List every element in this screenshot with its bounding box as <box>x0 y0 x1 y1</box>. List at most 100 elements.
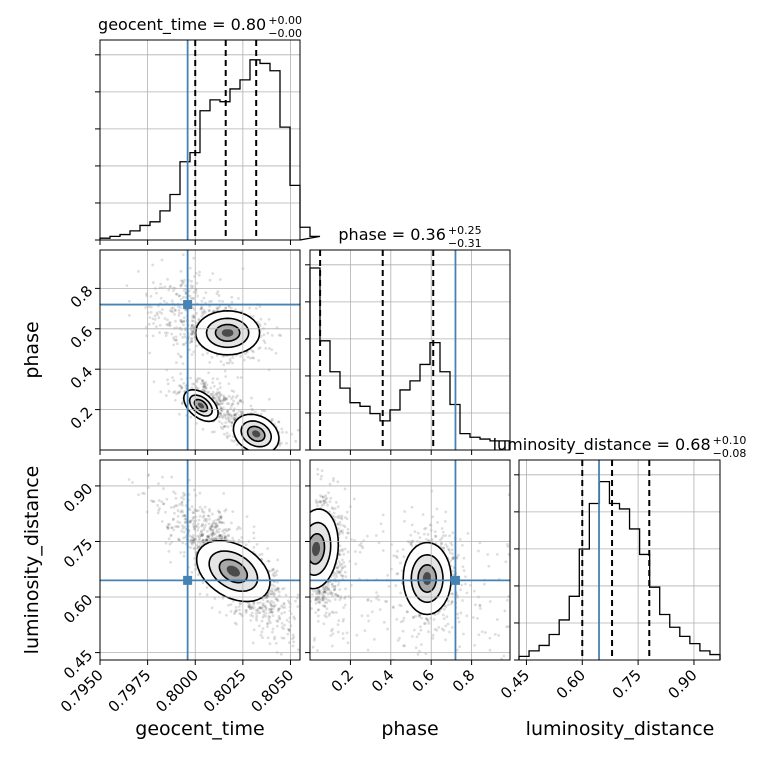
sample-point <box>270 417 274 421</box>
sample-point <box>350 538 353 541</box>
sample-point <box>192 290 196 294</box>
sample-point <box>229 414 233 418</box>
sample-point <box>276 586 280 590</box>
sample-point <box>208 278 212 282</box>
sample-point <box>481 677 484 680</box>
sample-point <box>485 692 488 695</box>
sample-point <box>190 323 194 327</box>
sample-point <box>175 292 179 296</box>
sample-point <box>420 616 424 620</box>
sample-point <box>152 380 156 384</box>
sample-point <box>312 625 315 628</box>
sample-point <box>236 401 240 404</box>
sample-point <box>441 534 445 538</box>
sample-point <box>346 527 350 531</box>
sample-point <box>267 592 271 596</box>
sample-point <box>258 346 262 349</box>
sample-point <box>190 324 194 328</box>
sample-point <box>424 652 428 656</box>
sample-point <box>416 652 420 656</box>
sample-point <box>197 317 201 321</box>
sample-point <box>201 385 205 389</box>
sample-point <box>178 502 182 506</box>
sample-point <box>247 605 251 609</box>
sample-point <box>226 425 230 429</box>
sample-point <box>224 528 228 531</box>
sample-point <box>320 474 323 478</box>
sample-point <box>250 605 254 609</box>
sample-point <box>314 589 318 593</box>
sample-point <box>340 549 344 553</box>
sample-point <box>215 393 219 397</box>
sample-point <box>228 359 232 363</box>
sample-point <box>215 528 219 532</box>
sample-point <box>261 636 264 639</box>
sample-point <box>398 673 401 676</box>
sample-point <box>495 618 499 621</box>
sample-point <box>210 536 214 540</box>
sample-point <box>163 285 167 289</box>
sample-point <box>321 669 324 672</box>
sample-point <box>342 561 346 564</box>
sample-point <box>228 419 231 423</box>
sample-point <box>424 526 428 530</box>
sample-point <box>247 602 250 605</box>
sample-point <box>195 344 198 348</box>
sample-point <box>211 396 215 400</box>
sample-point <box>269 608 273 612</box>
sample-point <box>335 500 338 504</box>
sample-point <box>218 420 221 424</box>
sample-point <box>343 570 347 574</box>
sample-point <box>184 284 188 288</box>
sample-point <box>201 581 205 585</box>
sample-point <box>183 525 187 529</box>
sample-point <box>451 552 454 556</box>
sample-point <box>395 663 398 666</box>
sample-point <box>281 431 284 434</box>
sample-point <box>252 356 256 360</box>
sample-point <box>403 644 407 648</box>
x-tick-label: 0.7975 <box>105 666 155 716</box>
sample-point <box>238 608 241 612</box>
sample-point <box>341 637 345 640</box>
sample-point <box>230 300 234 304</box>
sample-point <box>202 514 206 518</box>
sample-point <box>272 592 275 595</box>
sample-point <box>272 601 276 605</box>
sample-point <box>279 334 283 337</box>
sample-point <box>340 517 344 521</box>
sample-point <box>177 311 181 315</box>
sample-point <box>338 553 342 557</box>
sample-point <box>183 514 187 518</box>
sample-point <box>270 610 274 614</box>
sample-point <box>381 709 384 712</box>
sample-point <box>250 611 254 615</box>
sample-point <box>163 317 167 320</box>
sample-point <box>315 591 318 595</box>
sample-point <box>443 519 447 523</box>
sample-point <box>217 294 221 297</box>
sample-point <box>318 597 321 601</box>
sample-point <box>267 619 271 623</box>
sample-point <box>394 554 398 558</box>
sample-point <box>266 547 270 550</box>
sample-point <box>182 281 185 285</box>
sample-point <box>346 550 350 554</box>
sample-point <box>398 680 401 683</box>
sample-point <box>291 637 294 641</box>
sample-point <box>234 413 237 416</box>
sample-point <box>414 614 418 618</box>
sample-point <box>200 507 204 511</box>
sample-point <box>336 522 340 526</box>
sample-point <box>218 520 222 524</box>
sample-point <box>374 699 377 702</box>
panel-content <box>100 250 300 458</box>
sample-point <box>152 322 155 325</box>
sample-point <box>377 541 381 545</box>
sample-point <box>235 443 239 446</box>
sample-point <box>356 698 359 701</box>
sample-point <box>291 633 295 637</box>
sample-point <box>251 455 254 458</box>
sample-point <box>444 605 448 608</box>
title-geocent_time: geocent_time = 0.80 +0.00−0.00 <box>98 14 302 40</box>
